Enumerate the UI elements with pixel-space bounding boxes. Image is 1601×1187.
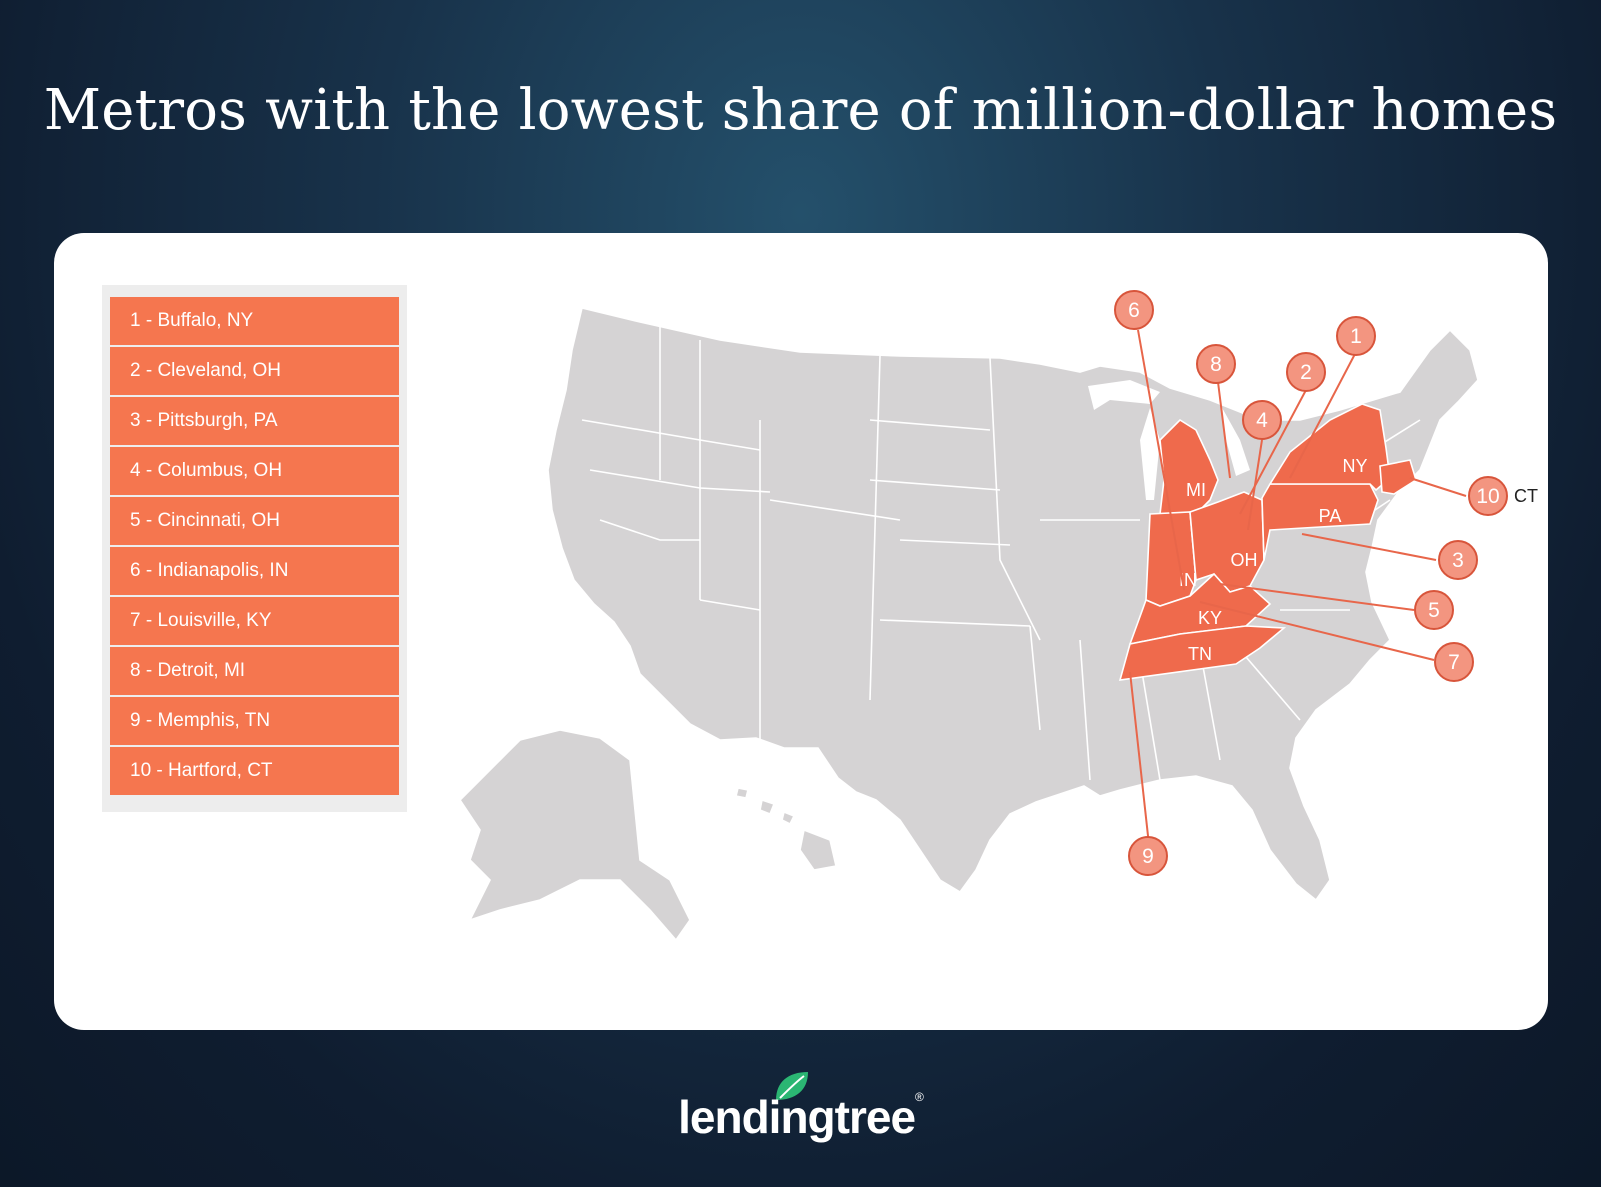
pin-3: 3 [1438,540,1478,580]
lendingtree-logo: lendingtree® [678,1090,924,1143]
pin-7: 7 [1434,642,1474,682]
svg-text:5: 5 [1428,599,1440,622]
legend-item: 2 - Cleveland, OH [110,347,399,395]
pin-2: 2 [1286,352,1326,392]
pin-10: 10 [1468,476,1508,516]
label-ct: CT [1514,486,1538,506]
legend-item: 9 - Memphis, TN [110,697,399,745]
state-ny [1268,403,1391,492]
legend-item: 6 - Indianapolis, IN [110,547,399,595]
svg-text:7: 7 [1448,651,1460,674]
pin-9: 9 [1128,836,1168,876]
callout-lines [1129,329,1467,855]
state-mi [1159,418,1219,515]
legend-item: 3 - Pittsburgh, PA [110,397,399,445]
pin-6: 6 [1114,290,1154,330]
legend-item: 1 - Buffalo, NY [110,297,399,345]
legend-item: 8 - Detroit, MI [110,647,399,695]
pin-5: 5 [1414,590,1454,630]
state-ct [1379,459,1417,495]
svg-text:2: 2 [1300,361,1312,384]
state-tn [1118,625,1287,681]
svg-text:9: 9 [1142,845,1154,868]
great-lakes [1088,380,1250,500]
pin-4: 4 [1242,400,1282,440]
state-oh [1189,491,1265,593]
ranking-legend: 1 - Buffalo, NY 2 - Cleveland, OH 3 - Pi… [102,285,407,812]
pin-8: 8 [1196,344,1236,384]
pin-1: 1 [1336,316,1376,356]
legend-item: 10 - Hartford, CT [110,747,399,795]
label-oh: OH [1231,550,1258,570]
svg-text:3: 3 [1452,549,1464,572]
svg-text:1: 1 [1350,325,1362,348]
legend-item: 7 - Louisville, KY [110,597,399,645]
svg-text:8: 8 [1210,353,1222,376]
svg-text:10: 10 [1476,485,1499,508]
page-title: Metros with the lowest share of million-… [43,78,1558,143]
label-mi: MI [1186,480,1206,500]
legend-item: 5 - Cincinnati, OH [110,497,399,545]
state-in [1145,511,1197,607]
leaf-icon [776,1072,808,1100]
alaska [458,729,691,942]
legend-item: 4 - Columbus, OH [110,447,399,495]
svg-text:4: 4 [1256,409,1268,432]
hawaii [735,787,837,871]
label-ny: NY [1342,456,1367,476]
label-tn: TN [1188,644,1212,664]
state-borders [581,322,1421,781]
svg-text:6: 6 [1128,299,1140,322]
label-ky: KY [1198,608,1222,628]
us-landmass [547,307,1479,902]
label-pa: PA [1319,506,1342,526]
